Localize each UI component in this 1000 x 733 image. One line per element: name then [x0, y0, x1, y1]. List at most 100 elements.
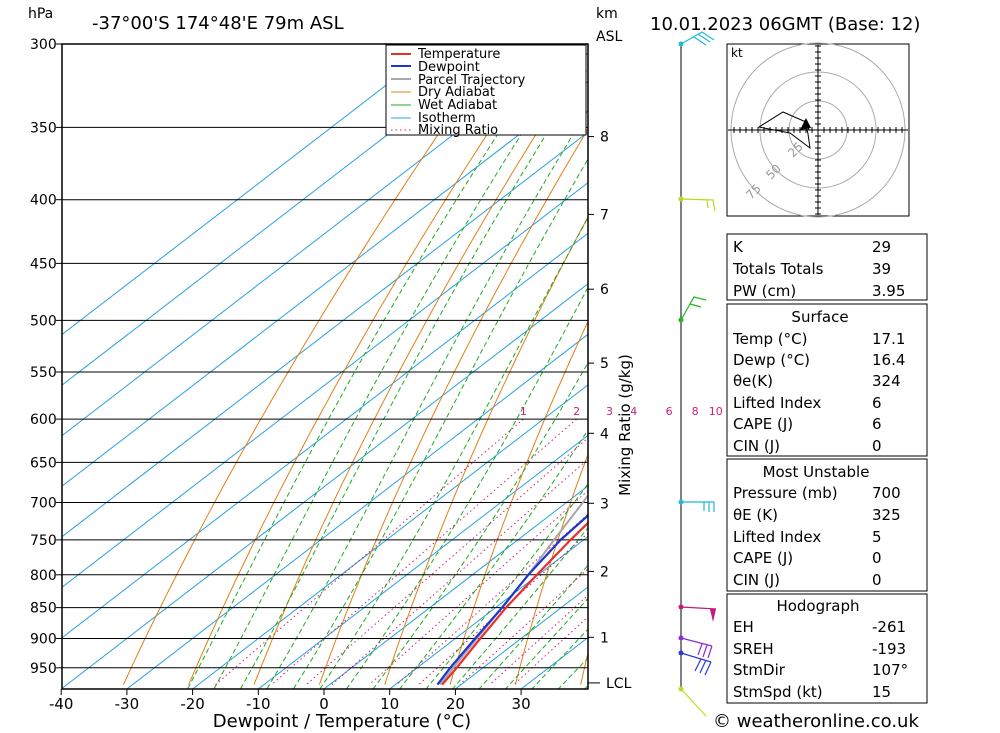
- surface-value: 16.4: [872, 351, 905, 369]
- legend: Temperature Dewpoint Parcel Trajectory D…: [385, 44, 587, 138]
- wet-adiabat-line: [213, 44, 581, 689]
- surface-label: Lifted Index: [733, 394, 821, 412]
- pressure-tick-label: 700: [30, 496, 57, 512]
- storm-motion-marker: [800, 118, 811, 130]
- hodograph-value: 15: [872, 683, 891, 701]
- legend-dry-adiabat: Dry Adiabat: [418, 85, 495, 100]
- x-tick-label: 0: [319, 695, 329, 713]
- pressure-tick-label: 650: [30, 455, 57, 471]
- km-tick-label: 6: [600, 282, 609, 298]
- wind-barb-700: [681, 501, 715, 512]
- unstable-value: 5: [872, 528, 882, 546]
- pressure-tick-label: 750: [30, 533, 57, 549]
- wind-barb-500: [680, 296, 707, 321]
- wet-adiabat-line: [186, 44, 558, 689]
- hodograph-value: -193: [872, 640, 906, 658]
- km-tick-label: 5: [600, 356, 609, 372]
- mixing-ratio-lines: [215, 418, 588, 685]
- indices-label: Totals Totals: [732, 260, 824, 278]
- pressure-tick-label: 350: [30, 120, 57, 136]
- hodograph-trace: [757, 111, 811, 150]
- km-tick-label: 8: [600, 130, 609, 146]
- location-title: -37°00'S 174°48'E 79m ASL: [92, 13, 344, 34]
- indices-table: K 29 Totals Totals 39 PW (cm) 3.95: [726, 233, 928, 301]
- wind-barb-300: [680, 31, 715, 46]
- pressure-tick-label: 850: [30, 601, 57, 617]
- unstable-value: 325: [872, 506, 901, 524]
- surface-label: Temp (°C): [732, 330, 807, 348]
- surface-label: θe(K): [733, 372, 773, 390]
- hodograph-label: SREH: [733, 640, 774, 658]
- unstable-value: 0: [872, 549, 882, 567]
- pressure-tick-label: 500: [30, 313, 57, 329]
- km-tick-label: 7: [600, 207, 609, 223]
- hodograph-table-title: Hodograph: [776, 597, 859, 615]
- unstable-table: Most Unstable Pressure (mb) 700 θE (K) 3…: [726, 458, 928, 592]
- y-axis-title: Mixing Ratio (g/kg): [616, 354, 634, 496]
- wet-adiabat-line: [451, 527, 588, 689]
- wet-adiabat-line: [504, 597, 588, 689]
- hodograph-unit: kt: [731, 46, 743, 60]
- isotherm-line: [62, 283, 588, 689]
- pressure-grid: [56, 43, 588, 669]
- hodograph-label: EH: [733, 618, 754, 636]
- surface-value: 6: [872, 394, 882, 412]
- legend-temperature: Temperature: [417, 47, 500, 62]
- x-tick-label: 10: [380, 695, 399, 713]
- wind-barb-925: [680, 652, 712, 676]
- legend-dewpoint: Dewpoint: [418, 60, 480, 75]
- dry-adiabat-line: [449, 320, 588, 685]
- dry-adiabat-line: [973, 44, 1000, 685]
- unstable-label: Lifted Index: [733, 528, 821, 546]
- km-label: km: [596, 6, 618, 22]
- pressure-tick-label: 450: [30, 256, 57, 272]
- km-tick-label: 3: [600, 496, 609, 512]
- unstable-value: 0: [872, 571, 882, 589]
- isotherm-line: [62, 131, 588, 538]
- dry-adiabat-line: [318, 127, 588, 685]
- surface-label: Dewp (°C): [733, 351, 810, 369]
- isotherm-line: [62, 80, 588, 487]
- hodograph-value: 107°: [872, 661, 908, 679]
- mixing-ratio-label: 2: [573, 405, 580, 418]
- hodograph-label: StmSpd (kt): [733, 683, 823, 701]
- hodograph: kt 25 50 75: [726, 42, 910, 218]
- isotherm-line: [257, 434, 588, 689]
- x-tick-label: 20: [446, 695, 465, 713]
- dry-adiabat-line: [253, 51, 588, 685]
- isotherm-line: [62, 181, 588, 588]
- surface-title: Surface: [791, 308, 848, 326]
- wind-barb-400: [680, 198, 716, 212]
- lcl-label: LCL: [606, 676, 632, 692]
- dewpoint-line: [436, 514, 588, 686]
- mixing-ratio-label: 6: [666, 405, 673, 418]
- pressure-tick-label: 800: [30, 568, 57, 584]
- pressure-tick-labels: 300 350 400 450 500 550 600 650 700 750 800 850 900 9…: [30, 37, 57, 677]
- mixing-ratio-line: [306, 437, 588, 685]
- x-tick-label: -20: [180, 695, 205, 713]
- isotherm-line: [62, 44, 441, 336]
- wind-barb-900: [680, 637, 713, 659]
- indices-value: 39: [872, 260, 891, 278]
- pressure-tick-label: 950: [30, 661, 57, 677]
- temperature-line: [441, 521, 588, 686]
- wet-adiabat-line: [478, 564, 588, 689]
- km-tick-label: 4: [600, 426, 609, 442]
- pressure-tick-label: 550: [30, 365, 57, 381]
- mixing-ratio-label: 3: [606, 405, 613, 418]
- unstable-label: CIN (J): [733, 571, 780, 589]
- km-tick-label: 2: [600, 564, 609, 580]
- unstable-label: Pressure (mb): [733, 484, 838, 502]
- mixing-ratio-label: 4: [630, 405, 637, 418]
- mixing-ratio-line: [215, 418, 524, 685]
- x-tick-label: -40: [49, 695, 74, 713]
- unstable-value: 700: [872, 484, 901, 502]
- surface-value: 6: [872, 415, 882, 433]
- pressure-tick-label: 900: [30, 632, 57, 648]
- unstable-title: Most Unstable: [763, 463, 870, 481]
- wet-adiabat-line: [345, 286, 588, 689]
- surface-label: CIN (J): [733, 437, 780, 455]
- legend-wet-adiabat: Wet Adiabat: [418, 98, 497, 113]
- x-axis-title: Dewpoint / Temperature (°C): [213, 711, 471, 732]
